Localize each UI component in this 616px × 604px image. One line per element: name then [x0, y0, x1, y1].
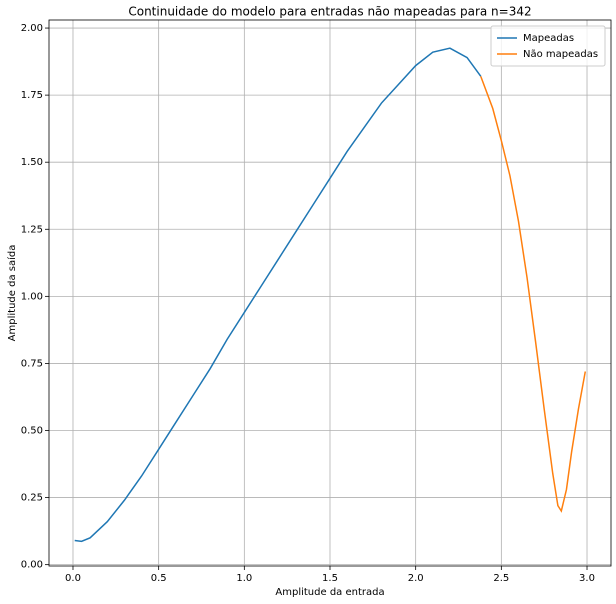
y-tick-label: 0.75: [21, 358, 43, 369]
y-tick-label: 1.25: [21, 224, 43, 235]
x-axis-label: Amplitude da entrada: [275, 587, 384, 598]
y-tick-label: 0.25: [21, 493, 43, 504]
y-tick-label: 2.00: [21, 23, 43, 34]
y-axis-label: Amplitude da saída: [6, 245, 18, 342]
x-tick-label: 1.0: [236, 573, 252, 584]
plot-frame: [48, 19, 612, 567]
chart-title: Continuidade do modelo para entradas não…: [128, 5, 531, 19]
series-line: [74, 47, 482, 543]
legend: Mapeadas Não mapeadas: [490, 25, 606, 67]
x-tick-label: 0.0: [65, 573, 81, 584]
x-tick-label: 0.5: [151, 573, 167, 584]
legend-label: Mapeadas: [523, 33, 574, 44]
x-tick-label: 2.0: [408, 573, 424, 584]
x-tick-label: 3.0: [579, 573, 595, 584]
series-line: [480, 76, 587, 513]
y-tick-label: 0.00: [21, 560, 43, 571]
y-tick-label: 1.75: [21, 90, 43, 101]
x-tick-label: 2.5: [493, 573, 509, 584]
legend-box: [490, 25, 606, 67]
legend-label: Não mapeadas: [523, 49, 598, 60]
y-tick-label: 0.50: [21, 426, 43, 437]
y-tick-label: 1.50: [21, 157, 43, 168]
y-tick-label: 1.00: [21, 291, 43, 302]
x-tick-label: 1.5: [322, 573, 338, 584]
